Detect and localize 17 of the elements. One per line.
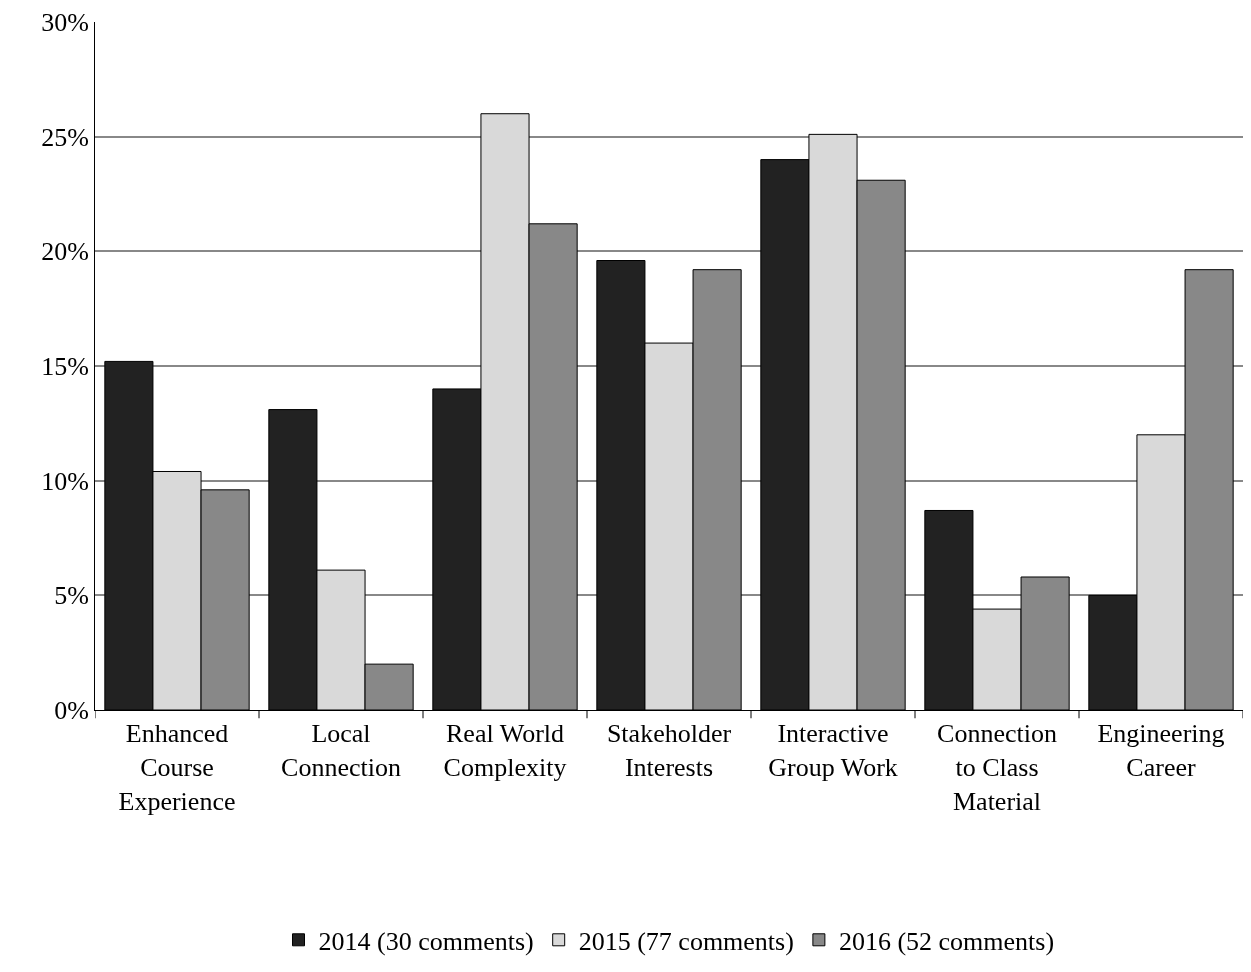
x-tick-label: Real World Complexity [443,719,567,782]
x-tick-label: Engineering Career [1097,719,1225,782]
x-tick-label: Enhanced Course Experience [118,719,236,816]
y-tick-label: 30% [41,8,89,38]
legend-label: 2014 (30 comments) [318,926,534,956]
x-tick-label: Local Connection [281,719,401,782]
x-tick-label: Interactive Group Work [768,719,898,782]
y-tick-label: 10% [41,466,89,496]
y-tick-label: 5% [54,581,89,611]
legend-label: 2015 (77 comments) [578,926,794,956]
legend-label: 2016 (52 comments) [838,926,1055,956]
x-tick-label: Connection to Class Material [937,719,1057,816]
y-tick-label: 20% [41,237,89,267]
y-tick-label: 25% [41,122,89,152]
y-tick-label: 15% [41,352,89,382]
x-tick-label: Stakeholder Interests [606,719,732,782]
y-tick-label: 0% [54,696,89,726]
